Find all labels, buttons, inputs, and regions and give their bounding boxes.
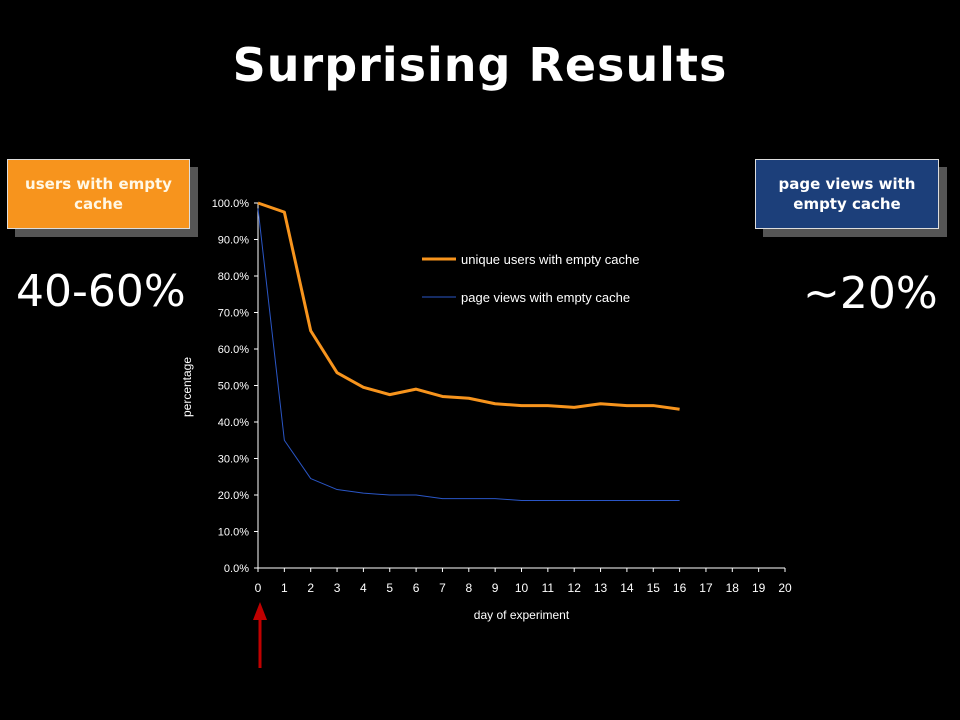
x-axis-label: day of experiment	[474, 608, 570, 622]
arrow-head	[253, 602, 267, 620]
x-tick-label: 20	[778, 581, 792, 595]
x-tick-label: 18	[726, 581, 740, 595]
pageviews-empty-cache-callout: page views with empty cache	[755, 159, 939, 229]
y-tick-label: 90.0%	[218, 235, 249, 247]
x-tick-label: 9	[492, 581, 499, 595]
y-tick-label: 10.0%	[218, 527, 249, 539]
x-tick-label: 10	[515, 581, 529, 595]
x-tick-label: 5	[386, 581, 393, 595]
y-axis-label: percentage	[180, 357, 194, 417]
pageviews-empty-cache-value: ~20%	[803, 268, 938, 319]
x-tick-label: 4	[360, 581, 367, 595]
users-empty-cache-label: users with empty cache	[25, 175, 172, 213]
x-tick-label: 12	[568, 581, 582, 595]
pageviews-empty-cache-label: page views with empty cache	[778, 175, 916, 213]
slide-title: Surprising Results	[232, 38, 728, 92]
x-tick-label: 17	[699, 581, 713, 595]
legend-label: page views with empty cache	[461, 290, 630, 305]
y-tick-label: 60.0%	[218, 344, 249, 356]
y-tick-label: 70.0%	[218, 308, 249, 320]
legend-label: unique users with empty cache	[461, 252, 639, 267]
y-tick-label: 50.0%	[218, 381, 249, 393]
x-tick-label: 15	[647, 581, 661, 595]
y-tick-label: 0.0%	[224, 563, 249, 575]
x-tick-label: 13	[594, 581, 608, 595]
x-tick-label: 16	[673, 581, 687, 595]
x-tick-label: 7	[439, 581, 446, 595]
y-tick-label: 20.0%	[218, 490, 249, 502]
x-tick-label: 2	[307, 581, 314, 595]
y-tick-label: 80.0%	[218, 271, 249, 283]
y-tick-label: 30.0%	[218, 454, 249, 466]
x-tick-label: 6	[413, 581, 420, 595]
x-tick-label: 1	[281, 581, 288, 595]
x-tick-label: 3	[334, 581, 341, 595]
series-line-unique-users	[257, 201, 680, 411]
y-tick-label: 100.0%	[212, 198, 250, 210]
users-empty-cache-callout: users with empty cache	[7, 159, 190, 229]
x-tick-label: 14	[620, 581, 634, 595]
x-tick-label: 0	[255, 581, 262, 595]
x-tick-label: 11	[542, 581, 555, 595]
y-tick-label: 40.0%	[218, 417, 249, 429]
x-tick-label: 19	[752, 581, 766, 595]
users-empty-cache-value: 40-60%	[16, 266, 186, 317]
x-tick-label: 8	[465, 581, 472, 595]
